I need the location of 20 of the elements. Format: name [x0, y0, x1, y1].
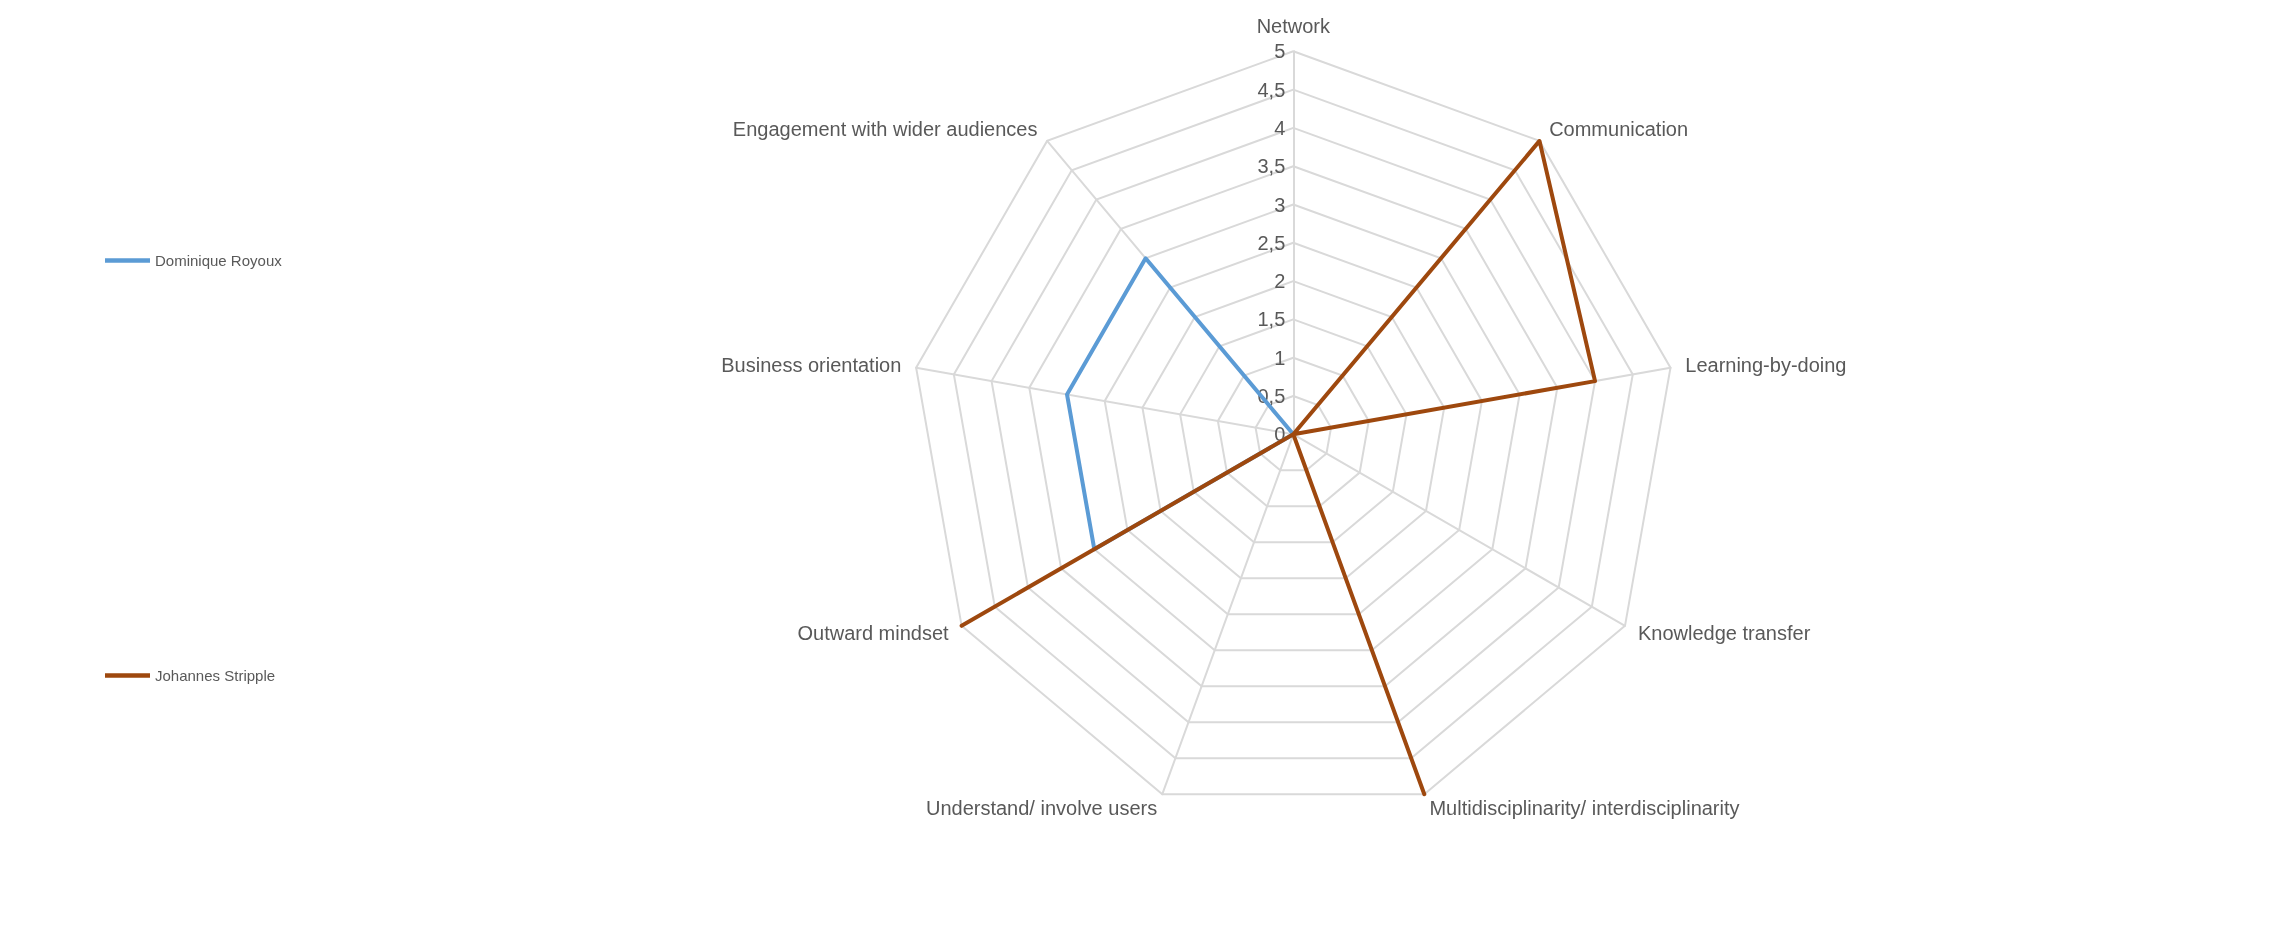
y-tick-label: 1,5: [1257, 308, 1286, 331]
y-tick-label: 4,5: [1257, 78, 1286, 101]
spoke-label: Multidisciplinarity/ interdisciplinarity: [1429, 797, 1740, 820]
spoke-label: Knowledge transfer: [1637, 622, 1811, 645]
y-tick-label: 4: [1274, 116, 1286, 139]
y-tick-label: 2,5: [1257, 231, 1286, 254]
spoke-label: Network: [1256, 15, 1331, 38]
spoke-label: Engagement with wider audiences: [732, 118, 1038, 141]
spoke-label: Outward mindset: [797, 622, 950, 645]
spoke-label: Learning-by-doing: [1685, 354, 1847, 377]
spoke-label: Understand/ involve users: [925, 797, 1158, 820]
y-tick-label: 3: [1274, 193, 1286, 216]
y-tick-label: 2: [1274, 270, 1286, 293]
spoke-label: Communication: [1549, 118, 1689, 141]
y-tick-label: 1: [1274, 346, 1286, 369]
legend-label: Johannes Stripple: [155, 667, 276, 684]
spoke-label: Business orientation: [721, 354, 902, 377]
legend-label: Dominique Royoux: [155, 252, 283, 269]
y-tick-label: 5: [1274, 40, 1286, 63]
y-tick-label: 3,5: [1257, 155, 1286, 178]
